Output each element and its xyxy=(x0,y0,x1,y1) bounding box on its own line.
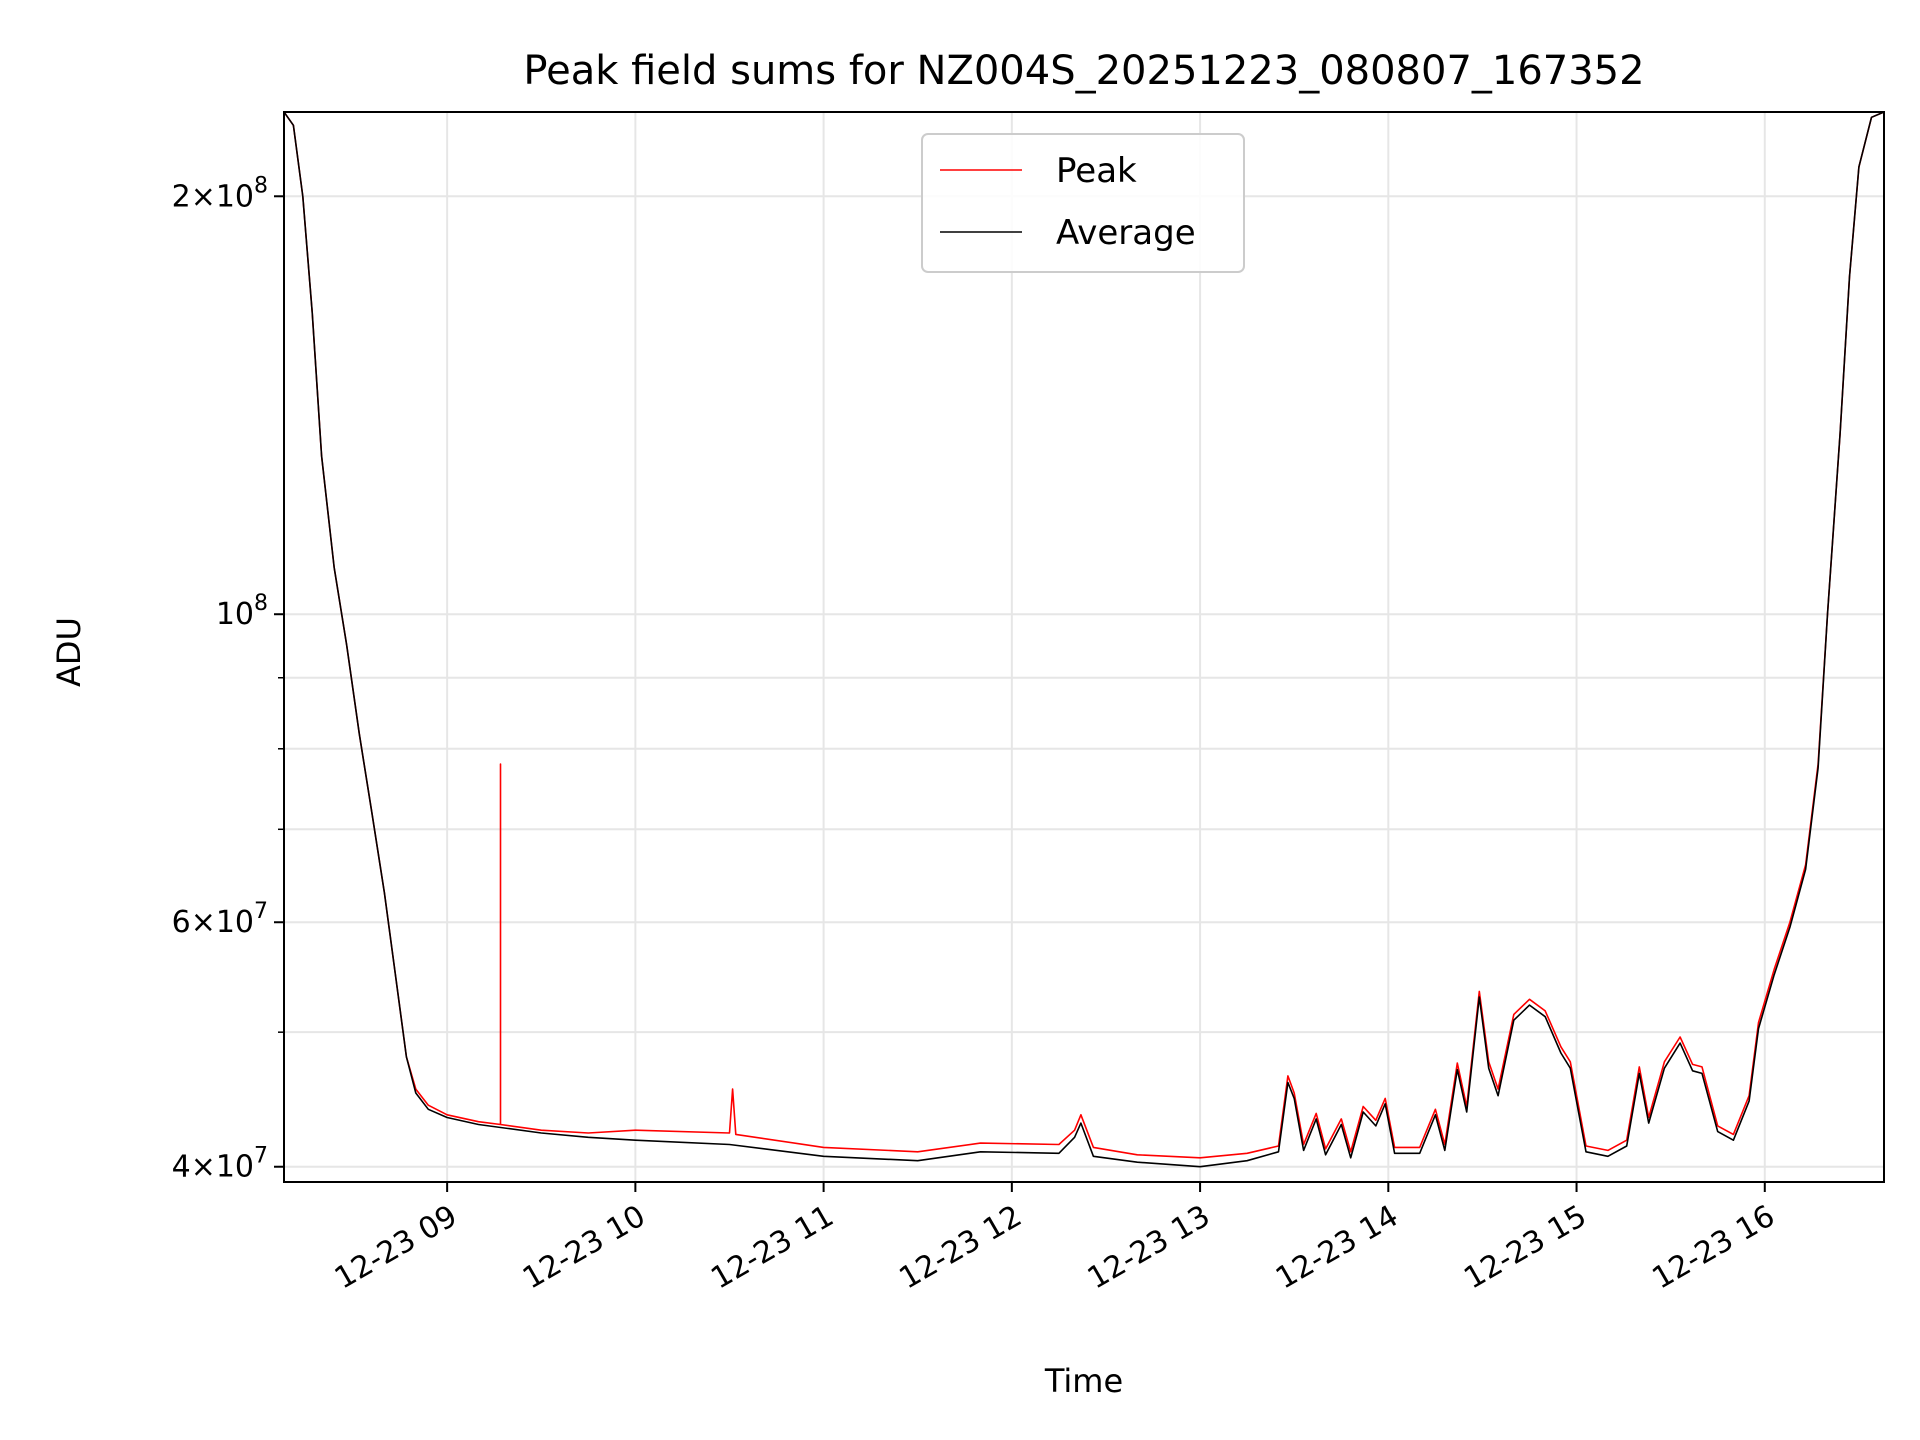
legend-label-peak: Peak xyxy=(1056,151,1137,191)
legend-box xyxy=(921,133,1245,273)
y-tick-times: ×10 xyxy=(191,905,254,940)
y-tick-base: 2 xyxy=(172,179,191,214)
legend: Peak Average xyxy=(921,133,1245,273)
y-tick-exponent: 8 xyxy=(254,173,268,198)
y-tick-exponent: 8 xyxy=(254,591,268,616)
y-tick-label: 6×107 xyxy=(172,899,268,940)
plot-frame xyxy=(283,111,1885,1183)
y-tick-label: 108 xyxy=(216,591,268,632)
y-tick-label: 4×107 xyxy=(172,1144,268,1185)
x-axis-label: Time xyxy=(1044,1362,1123,1400)
y-tick-times: ×10 xyxy=(191,1150,254,1185)
y-tick-times: ×10 xyxy=(191,179,254,214)
y-axis-label: ADU xyxy=(50,617,88,687)
y-tick-base: 4 xyxy=(172,1150,191,1185)
chart-title: Peak field sums for NZ004S_20251223_0808… xyxy=(523,48,1644,94)
series-layer xyxy=(284,112,1884,1168)
series-line-peak xyxy=(284,112,1884,1159)
series-line-average xyxy=(284,112,1884,1168)
y-tick-label: 2×108 xyxy=(172,173,268,214)
y-tick-base: 6 xyxy=(172,905,191,940)
y-tick-exponent: 7 xyxy=(254,1144,268,1169)
legend-label-average: Average xyxy=(1056,213,1196,253)
y-tick-exponent: 7 xyxy=(254,899,268,924)
y-tick-base: 10 xyxy=(216,597,254,632)
